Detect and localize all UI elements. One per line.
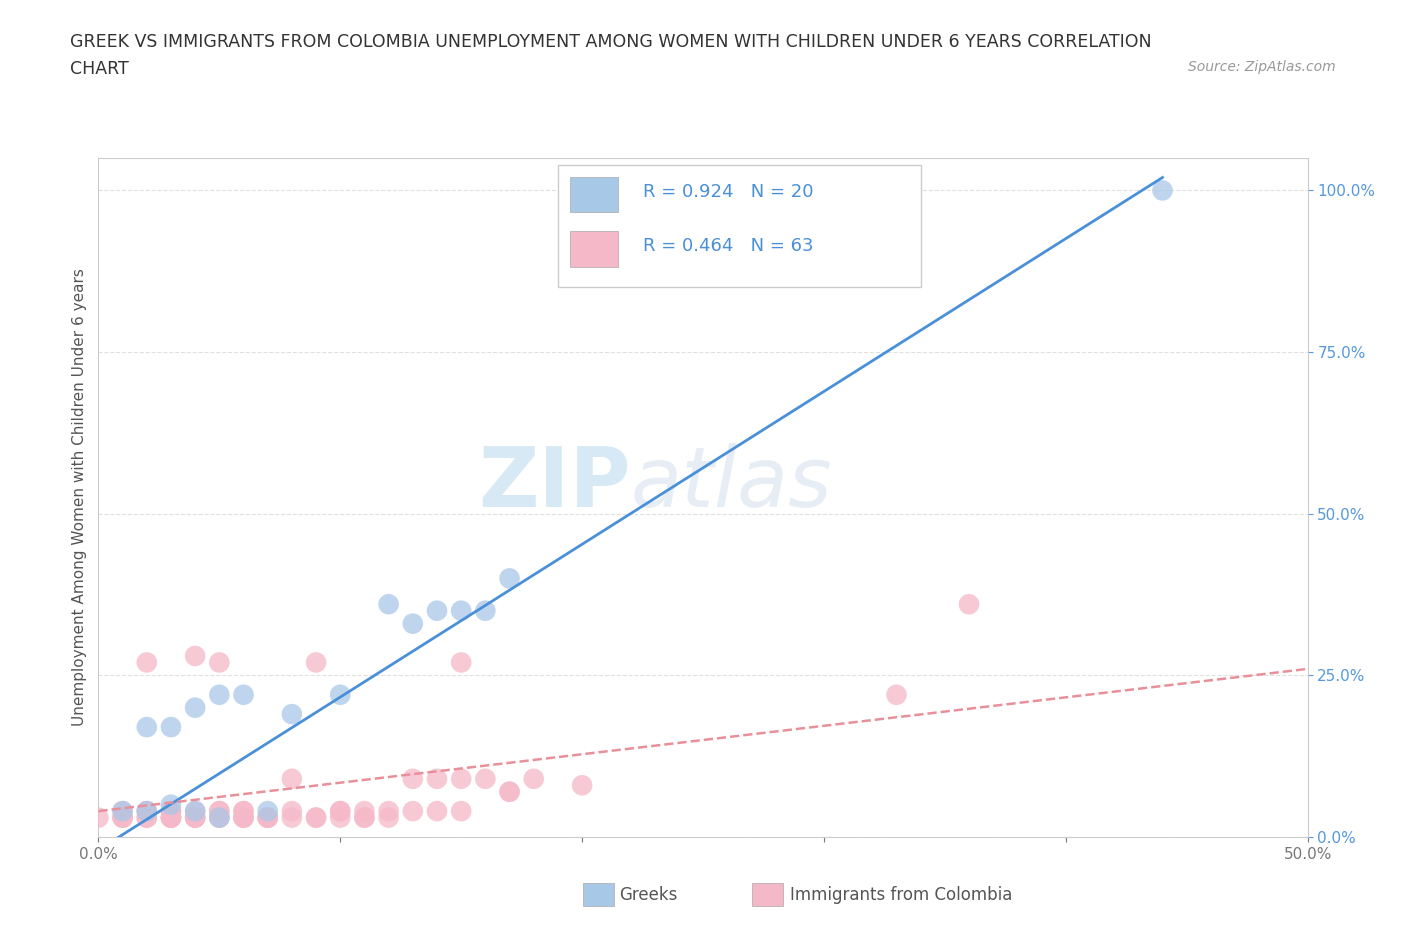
Y-axis label: Unemployment Among Women with Children Under 6 years: Unemployment Among Women with Children U… xyxy=(72,269,87,726)
Point xyxy=(329,687,352,702)
Point xyxy=(232,810,254,825)
Point xyxy=(208,810,231,825)
Point xyxy=(498,784,520,799)
Point xyxy=(160,810,183,825)
Text: ZIP: ZIP xyxy=(478,444,630,525)
Point xyxy=(111,810,134,825)
Point xyxy=(305,810,328,825)
Point xyxy=(353,810,375,825)
Point xyxy=(329,810,352,825)
Point xyxy=(135,810,157,825)
Point xyxy=(498,784,520,799)
Point xyxy=(281,804,304,818)
Text: R = 0.924   N = 20: R = 0.924 N = 20 xyxy=(643,183,813,201)
Point xyxy=(353,810,375,825)
Point xyxy=(111,810,134,825)
Point xyxy=(256,810,278,825)
Point xyxy=(474,604,496,618)
Point xyxy=(426,604,449,618)
Point xyxy=(135,655,157,670)
Text: atlas: atlas xyxy=(630,444,832,525)
Point xyxy=(498,571,520,586)
Point xyxy=(111,804,134,818)
Point xyxy=(377,810,399,825)
Point xyxy=(450,804,472,818)
Point xyxy=(450,604,472,618)
Point xyxy=(402,804,425,818)
Point xyxy=(160,810,183,825)
Point xyxy=(305,655,328,670)
Text: GREEK VS IMMIGRANTS FROM COLOMBIA UNEMPLOYMENT AMONG WOMEN WITH CHILDREN UNDER 6: GREEK VS IMMIGRANTS FROM COLOMBIA UNEMPL… xyxy=(70,33,1152,50)
Point xyxy=(160,810,183,825)
Point xyxy=(184,804,207,818)
Point xyxy=(111,810,134,825)
Point xyxy=(353,804,375,818)
Point xyxy=(232,810,254,825)
Point xyxy=(87,810,110,825)
Bar xyxy=(569,232,619,267)
Point xyxy=(184,804,207,818)
Point xyxy=(232,804,254,818)
Point xyxy=(160,810,183,825)
Point xyxy=(160,720,183,735)
Point xyxy=(111,804,134,818)
Point xyxy=(184,700,207,715)
Point xyxy=(305,810,328,825)
Point xyxy=(256,810,278,825)
Point xyxy=(402,771,425,786)
Point xyxy=(208,810,231,825)
Point xyxy=(184,810,207,825)
Point xyxy=(329,804,352,818)
Point xyxy=(1152,183,1174,198)
Point xyxy=(160,797,183,812)
Point xyxy=(450,655,472,670)
Point xyxy=(523,771,546,786)
Point xyxy=(256,810,278,825)
Point xyxy=(377,804,399,818)
Point xyxy=(135,810,157,825)
Text: Greeks: Greeks xyxy=(619,885,678,904)
Point xyxy=(886,687,908,702)
Point xyxy=(232,687,254,702)
Point xyxy=(256,810,278,825)
Point xyxy=(571,777,593,792)
Text: CHART: CHART xyxy=(70,60,129,78)
Point xyxy=(160,804,183,818)
Point xyxy=(450,771,472,786)
Point xyxy=(184,648,207,663)
Point xyxy=(208,655,231,670)
Point xyxy=(426,771,449,786)
Point xyxy=(135,804,157,818)
Point xyxy=(402,617,425,631)
Point xyxy=(426,804,449,818)
Point xyxy=(135,804,157,818)
Point xyxy=(232,810,254,825)
Point xyxy=(208,810,231,825)
Bar xyxy=(569,177,619,212)
Point xyxy=(281,810,304,825)
Point xyxy=(329,804,352,818)
FancyBboxPatch shape xyxy=(558,165,921,287)
Point xyxy=(135,720,157,735)
Text: Source: ZipAtlas.com: Source: ZipAtlas.com xyxy=(1188,60,1336,74)
Point xyxy=(474,771,496,786)
Point xyxy=(377,597,399,612)
Text: Immigrants from Colombia: Immigrants from Colombia xyxy=(790,885,1012,904)
Point xyxy=(208,804,231,818)
Point xyxy=(232,804,254,818)
Point xyxy=(957,597,980,612)
Point xyxy=(184,810,207,825)
Point xyxy=(256,804,278,818)
Point xyxy=(135,804,157,818)
Point xyxy=(160,804,183,818)
Point xyxy=(281,771,304,786)
Text: R = 0.464   N = 63: R = 0.464 N = 63 xyxy=(643,237,813,256)
Point xyxy=(208,687,231,702)
Point xyxy=(281,707,304,722)
Point xyxy=(184,810,207,825)
Point xyxy=(208,804,231,818)
